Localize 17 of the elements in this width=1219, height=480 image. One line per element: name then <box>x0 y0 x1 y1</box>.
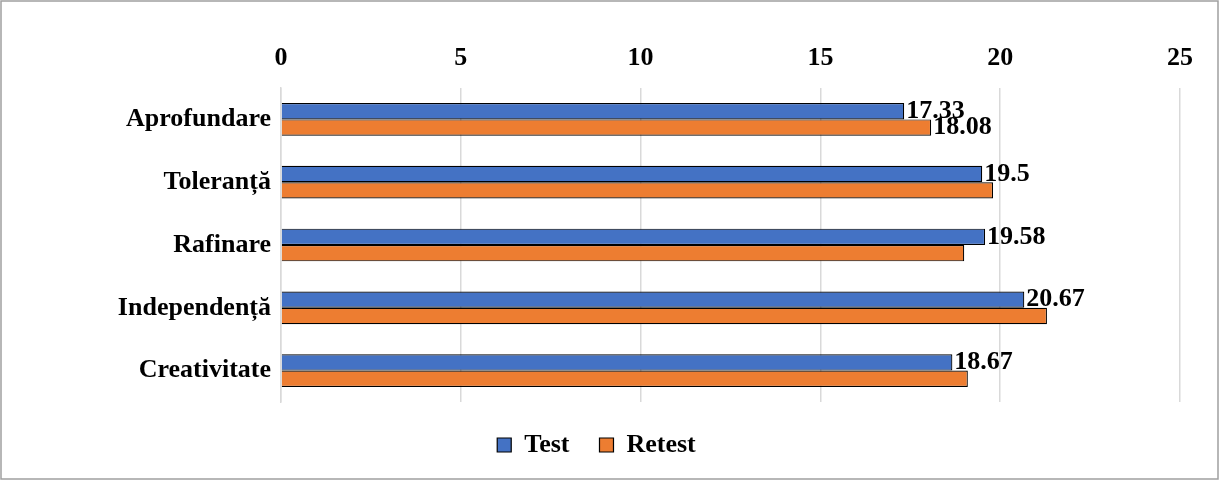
y-tick-label: Rafinare <box>173 228 271 258</box>
x-tick-label: 15 <box>807 42 834 72</box>
x-tick-label: 20 <box>987 42 1014 72</box>
data-label: 19.5 <box>984 157 1030 187</box>
y-tick-label: Aprofundare <box>126 103 271 133</box>
legend-label: Test <box>524 428 570 458</box>
x-tick-label: 10 <box>627 42 654 72</box>
data-label: 18.67 <box>954 346 1013 376</box>
legend-label: Retest <box>626 428 697 458</box>
y-tick-label: Toleranță <box>163 165 271 196</box>
data-label: 19.58 <box>987 220 1046 250</box>
x-tick-label: 5 <box>454 42 468 72</box>
y-tick-label: Independență <box>117 291 271 322</box>
x-tick-label: 0 <box>274 42 288 72</box>
x-tick-label: 25 <box>1167 42 1193 72</box>
y-tick-label: Creativitate <box>138 354 271 384</box>
data-label: 20.67 <box>1026 283 1085 313</box>
